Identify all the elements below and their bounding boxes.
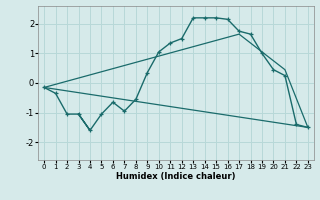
X-axis label: Humidex (Indice chaleur): Humidex (Indice chaleur) <box>116 172 236 181</box>
